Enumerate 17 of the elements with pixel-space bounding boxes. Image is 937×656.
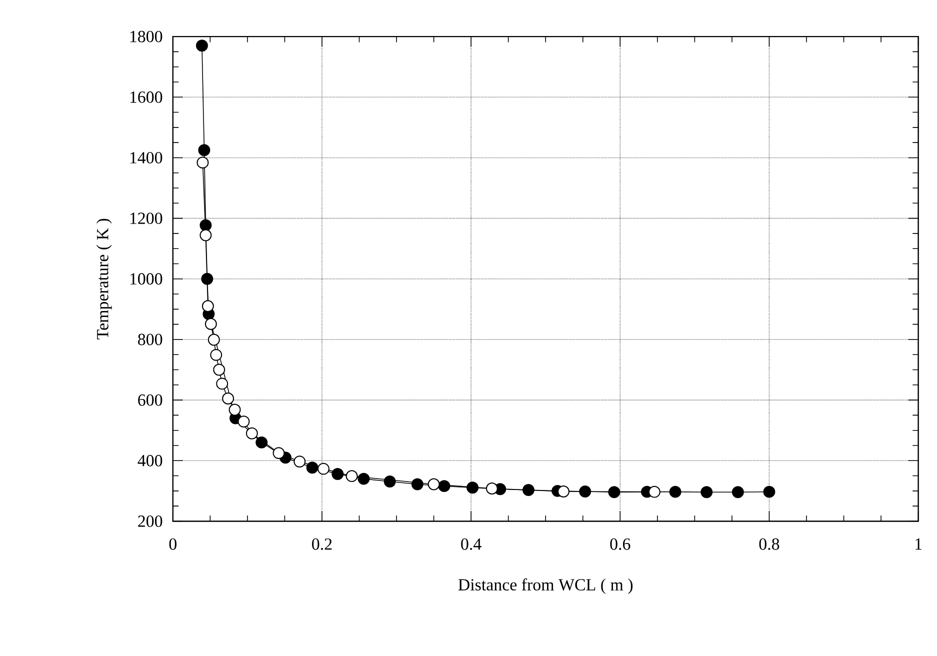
y-tick-label: 1000 [130, 273, 162, 285]
x-tick-label: 0.8 [759, 538, 780, 550]
y-tick-label: 1800 [130, 30, 162, 42]
x-tick-label: 0 [169, 538, 176, 550]
y-tick-label: 1200 [130, 212, 162, 224]
y-tick-label: 200 [138, 516, 162, 528]
y-tick-label: 400 [138, 455, 162, 466]
x-tick-label: 1 [916, 538, 922, 550]
x-axis-title: Distance from WCL ( m ) [458, 578, 633, 594]
x-tick-label: 0.6 [610, 538, 630, 550]
x-tick-label: 0.4 [461, 538, 482, 550]
x-tick-label: 0.2 [312, 538, 332, 550]
y-tick-label: 1400 [130, 152, 162, 164]
y-axis-title: Temperature ( K ) [96, 218, 112, 340]
y-tick-label: 600 [138, 394, 162, 406]
y-tick-label: 800 [138, 334, 162, 346]
y-tick-label: 1600 [130, 92, 162, 103]
